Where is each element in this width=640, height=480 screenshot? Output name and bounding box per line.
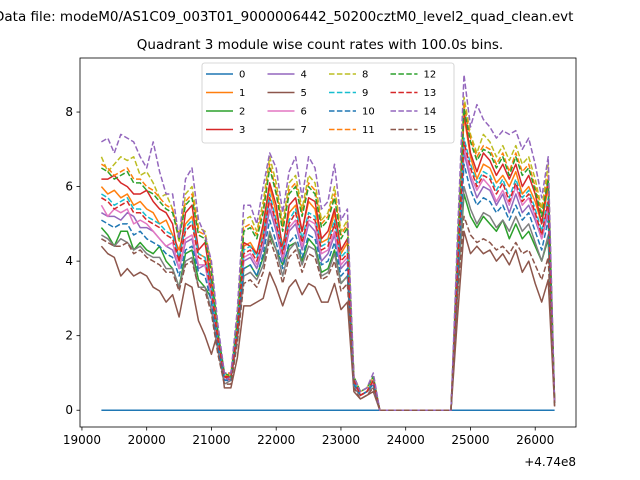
legend-label-6: 6 [301, 107, 307, 118]
legend-label-9: 9 [362, 88, 368, 99]
series-line-11 [101, 103, 556, 411]
figure-suptitle: Data file: modeM0/AS1C09_003T01_90000064… [0, 9, 574, 25]
legend-label-10: 10 [362, 107, 375, 118]
legend-label-8: 8 [362, 70, 368, 81]
x-tick-label-19000: 19000 [63, 433, 101, 447]
series-line-12 [101, 107, 556, 411]
series-line-15 [101, 215, 556, 411]
x-tick-label-24000: 24000 [387, 433, 425, 447]
legend-label-5: 5 [301, 88, 307, 99]
series-line-1 [100, 115, 556, 411]
legend-label-3: 3 [239, 125, 245, 136]
legend-label-12: 12 [424, 70, 437, 81]
y-tick-label-6: 6 [65, 180, 73, 194]
series-line-9 [101, 137, 556, 411]
series-line-10 [101, 163, 556, 411]
series-line-4 [101, 152, 556, 411]
x-tick-label-25000: 25000 [451, 433, 489, 447]
axes-layer: 19000 20000 21000 22000 23000 24000 25000 26000… [63, 57, 577, 469]
legend-label-2: 2 [239, 107, 245, 118]
legend-label-7: 7 [301, 125, 307, 136]
axes-frame [79, 57, 577, 428]
series-layer [100, 74, 556, 411]
x-tick-label-26000: 26000 [516, 433, 554, 447]
series-line-6 [100, 144, 556, 411]
y-tick-label-4: 4 [65, 254, 73, 268]
legend-label-14: 14 [424, 107, 437, 118]
series-line-14 [101, 74, 556, 411]
series-line-7 [101, 185, 556, 411]
x-tick-label-20000: 20000 [128, 433, 166, 447]
x-tick-label-23000: 23000 [322, 433, 360, 447]
legend-frame [201, 62, 455, 144]
x-tick-label-21000: 21000 [192, 433, 230, 447]
chart-title: Quadrant 3 module wise count rates with … [136, 37, 504, 53]
legend-label-15: 15 [424, 125, 437, 136]
legend-label-0: 0 [239, 70, 245, 81]
legend-label-1: 1 [239, 88, 245, 99]
legend-label-11: 11 [362, 125, 375, 136]
legend-label-13: 13 [424, 88, 437, 99]
series-line-13 [101, 141, 556, 411]
x-tick-label-22000: 22000 [257, 433, 295, 447]
y-tick-label-8: 8 [65, 105, 73, 119]
x-offset-label: +4.74e8 [524, 455, 576, 469]
series-line-5 [100, 230, 556, 411]
y-tick-label-0: 0 [65, 403, 73, 417]
y-tick-label-2: 2 [65, 329, 73, 343]
legend-label-4: 4 [301, 70, 307, 81]
